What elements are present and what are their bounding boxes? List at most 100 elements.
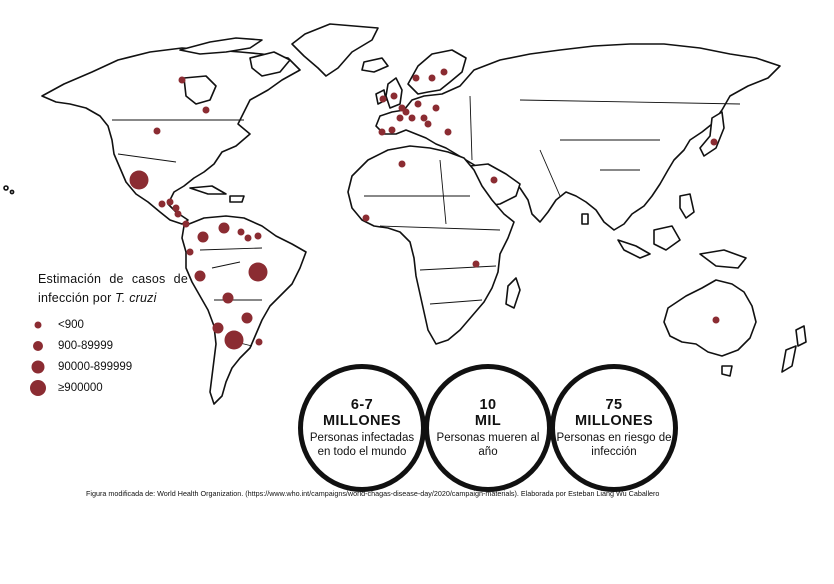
markers-layer <box>129 68 720 350</box>
hispaniola <box>229 195 245 203</box>
case-marker-poland <box>432 104 440 112</box>
japan <box>699 111 725 157</box>
philippines <box>679 193 695 219</box>
case-marker-paraguay <box>241 312 253 324</box>
case-marker-peru <box>194 270 206 282</box>
case-marker-sweden <box>428 74 436 82</box>
case-marker-guatemala <box>158 200 166 208</box>
hudson-bay <box>183 75 217 105</box>
legend-swatch <box>34 321 42 329</box>
legend: Estimación de casos de infección por T. … <box>30 270 188 400</box>
scandinavia <box>407 49 467 95</box>
case-marker-finland <box>440 68 448 76</box>
stat-big-unit: MIL <box>474 413 502 429</box>
case-marker-uruguay <box>255 338 263 346</box>
case-marker-argentina <box>224 330 244 350</box>
legend-swatch <box>31 360 45 374</box>
case-marker-canada <box>202 106 210 114</box>
madagascar <box>505 277 521 309</box>
legend-item: 90000-899999 <box>31 358 188 376</box>
case-marker-colombia <box>197 231 209 243</box>
stat-description: Personas mueren al año <box>436 432 540 458</box>
case-marker-tanzania <box>472 260 480 268</box>
case-marker-bolivia <box>222 292 234 304</box>
case-marker-saudi-arabia <box>490 176 498 184</box>
eurasia-shape <box>375 43 781 231</box>
iceland <box>361 57 389 73</box>
case-marker-switzerland <box>408 114 416 122</box>
case-marker-honduras <box>166 198 174 206</box>
case-marker-chile <box>212 322 224 334</box>
us-mexico-border <box>117 153 177 163</box>
case-marker-belgium <box>402 108 410 116</box>
stat-deaths: 10 MIL Personas mueren al año <box>424 364 552 492</box>
case-marker-suriname <box>244 234 252 242</box>
africa-borders <box>364 159 501 305</box>
australia-shape <box>663 279 757 357</box>
new-zealand-south <box>781 345 797 373</box>
stat-big-unit: MILLONES <box>322 413 402 429</box>
case-marker-germany <box>414 100 422 108</box>
case-marker-greece <box>444 128 452 136</box>
legend-item: ≥900000 <box>30 379 188 397</box>
case-marker-australia <box>712 316 720 324</box>
figure-caption: Figura modificada de: World Health Organ… <box>86 489 660 498</box>
case-marker-french-guiana <box>254 232 262 240</box>
stat-description: Personas en riesgo de infección <box>556 432 672 458</box>
stat-at-risk: 75 MILLONES Personas en riesgo de infecc… <box>550 364 678 492</box>
case-marker-austria <box>420 114 428 122</box>
stat-infected: 6-7 MILLONES Personas infectadas en todo… <box>298 364 426 492</box>
legend-label: <900 <box>58 319 84 331</box>
stat-big-unit: MILLONES <box>574 413 654 429</box>
indonesia-west <box>617 239 651 259</box>
stat-description: Personas infectadas en todo el mundo <box>309 432 415 458</box>
new-guinea <box>699 249 747 269</box>
case-marker-ireland <box>379 95 387 103</box>
stat-big-number: 6-7 <box>350 397 374 413</box>
case-marker-costa-rica <box>174 210 182 218</box>
stat-big-number: 10 <box>479 397 497 413</box>
hawaii-island <box>3 185 9 191</box>
case-marker-panama <box>182 220 190 228</box>
hawaii-island <box>9 189 15 195</box>
case-marker-guyana <box>237 228 245 236</box>
case-marker-italy <box>424 120 432 128</box>
case-marker-portugal <box>378 128 386 136</box>
case-marker-spain <box>388 126 396 134</box>
greenland-shape <box>291 23 379 77</box>
legend-swatch <box>30 380 46 396</box>
case-marker-united-states <box>153 127 161 135</box>
south-america-shape <box>181 215 307 405</box>
legend-label: 900-89999 <box>58 340 113 352</box>
new-zealand-north <box>795 325 807 347</box>
stat-big-number: 75 <box>605 397 623 413</box>
case-marker-brazil <box>248 262 268 282</box>
case-marker-mexico <box>129 170 149 190</box>
cuba <box>189 185 227 195</box>
borneo <box>653 225 681 251</box>
arctic-islands <box>179 37 263 55</box>
legend-item: 900-89999 <box>33 337 188 355</box>
case-marker-guinea <box>362 214 370 222</box>
legend-title: Estimación de casos de infección por T. … <box>38 270 188 308</box>
case-marker-france <box>396 114 404 122</box>
sa-borders <box>199 247 263 347</box>
baffin-island <box>249 51 291 77</box>
legend-title-text: Estimación de casos de infección por <box>38 272 188 305</box>
legend-label: 90000-899999 <box>58 361 133 373</box>
case-marker-nicaragua <box>172 204 180 212</box>
case-marker-norway <box>412 74 420 82</box>
case-marker-venezuela <box>218 222 230 234</box>
sri-lanka <box>581 213 589 225</box>
legend-swatch <box>33 341 43 351</box>
case-marker-algeria <box>398 160 406 168</box>
africa-shape <box>347 145 515 345</box>
case-marker-united-kingdom <box>390 92 398 100</box>
eurasia-borders <box>469 95 741 197</box>
north-america-shape <box>41 47 301 225</box>
case-marker-japan <box>710 138 718 146</box>
legend-item: <900 <box>34 316 188 334</box>
tasmania <box>721 365 733 377</box>
case-marker-alaska <box>178 76 186 84</box>
